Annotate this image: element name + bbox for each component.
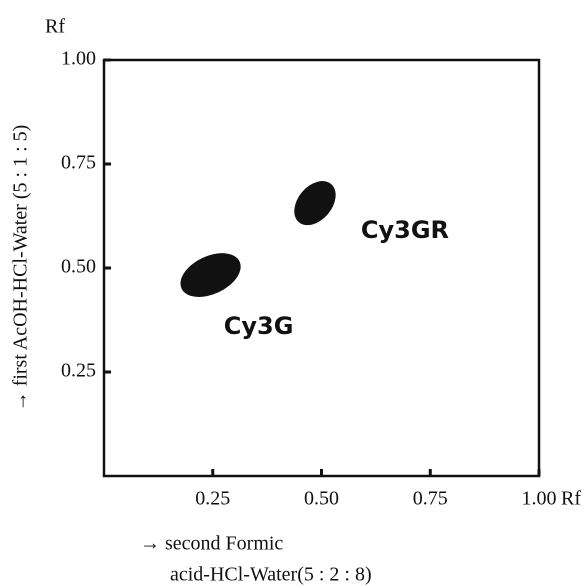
y-tick-label: 0.75: [61, 152, 96, 174]
spot: [180, 253, 241, 297]
y-axis-label: → first AcOH-HCl-Water (5 : 1 : 5): [10, 125, 32, 412]
x-unit: Rf: [561, 488, 581, 510]
x-axis-label: acid-HCl-Water(5 : 2 : 8): [170, 564, 372, 586]
x-axis-label: → second Formic: [140, 533, 283, 555]
y-unit: Rf: [45, 16, 65, 38]
y-tick-label: 0.25: [61, 360, 96, 382]
plot-frame: [102, 58, 541, 478]
x-tick-label: 0.25: [195, 488, 230, 510]
y-tick-label: 1.00: [61, 48, 96, 70]
x-tick-label: 0.75: [413, 488, 448, 510]
x-tick-label: 0.50: [304, 488, 339, 510]
x-tick-label: 1.00: [522, 488, 557, 510]
spot-label: Cy3GR: [361, 216, 449, 244]
y-tick-label: 0.50: [61, 256, 96, 278]
spot-label: Cy3G: [224, 312, 294, 340]
spot: [294, 181, 336, 226]
